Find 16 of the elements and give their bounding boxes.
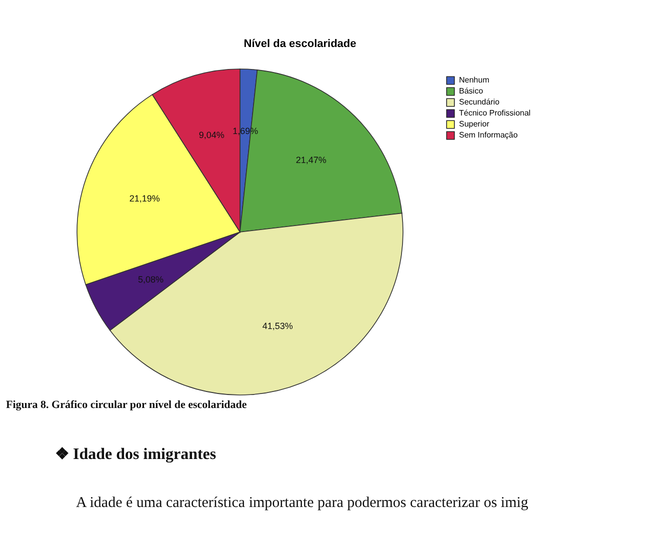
chart-title: Nível da escolaridade <box>244 38 356 50</box>
legend-label: Secundário <box>459 98 500 106</box>
legend-label: Nenhum <box>459 76 490 84</box>
data-label: 41,53% <box>262 320 293 331</box>
data-label: 5,08% <box>138 274 164 284</box>
text: Figura 8. Gráfico circular por nível de escolaridade <box>6 399 247 411</box>
text: ❖ Idade dos imigrantes <box>55 446 216 463</box>
legend-label: Básico <box>459 86 484 96</box>
legend-label: Técnico Profissional <box>459 108 531 118</box>
text: A idade é uma característica importante para podermos caracterizar os imig <box>76 495 529 511</box>
legend-label: Sem Informação <box>459 130 518 140</box>
data-label: 1,69% <box>232 126 258 136</box>
data-label: 21,47% <box>296 155 326 166</box>
data-label: 9,04% <box>198 130 224 140</box>
data-label: 21,19% <box>129 194 160 204</box>
legend-label: Superior <box>459 120 490 128</box>
